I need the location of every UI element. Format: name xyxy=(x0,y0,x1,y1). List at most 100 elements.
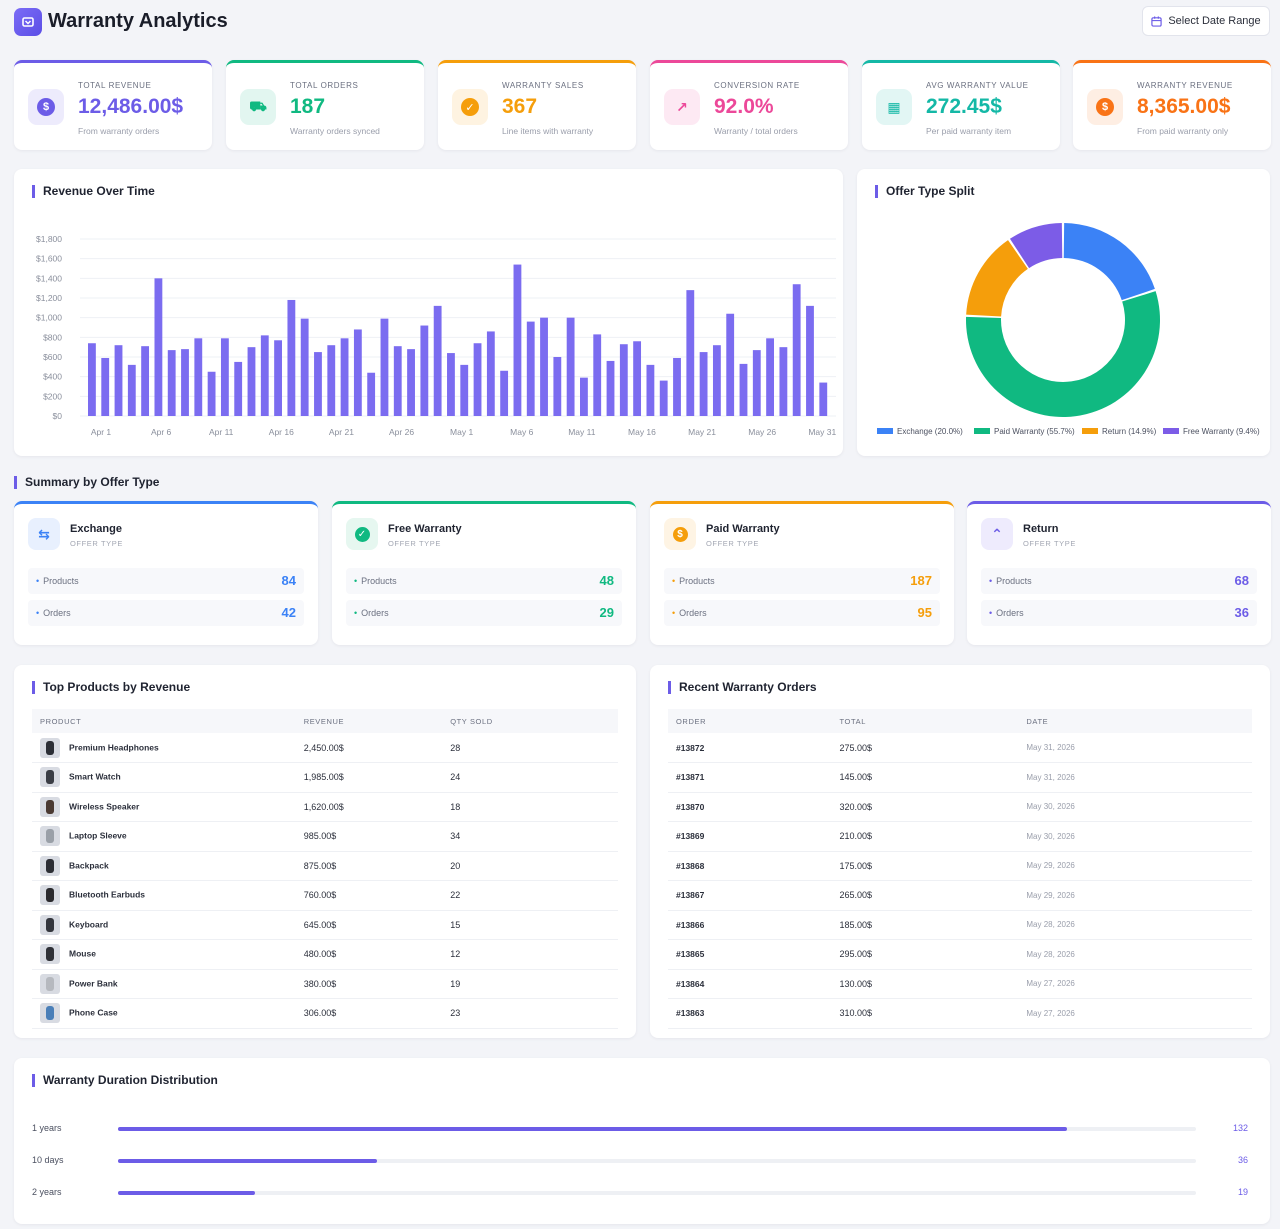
revenue-bar[interactable] xyxy=(114,345,123,416)
revenue-bar[interactable] xyxy=(181,349,189,416)
revenue-bar[interactable] xyxy=(726,313,735,416)
donut-slice[interactable] xyxy=(966,291,1160,417)
order-number[interactable]: #13864 xyxy=(668,969,832,999)
revenue-bar[interactable] xyxy=(194,338,203,416)
revenue-bar[interactable] xyxy=(686,290,695,416)
order-number[interactable]: #13869 xyxy=(668,821,832,852)
table-row[interactable]: Wireless Speaker 1,620.00$ 18 xyxy=(32,792,618,822)
table-row[interactable]: Mouse 480.00$ 12 xyxy=(32,939,618,970)
revenue-bar[interactable] xyxy=(819,382,828,416)
product-name[interactable]: Laptop Sleeve xyxy=(69,830,127,841)
table-row[interactable]: Backpack 875.00$ 20 xyxy=(32,851,618,881)
order-number[interactable]: #13863 xyxy=(668,998,832,1029)
table-row[interactable]: #13868 175.00$ May 29, 2026 xyxy=(668,851,1252,881)
table-row[interactable]: Phone Case 306.00$ 23 xyxy=(32,998,618,1029)
product-name[interactable]: Keyboard xyxy=(69,919,109,929)
order-number[interactable]: #13865 xyxy=(668,939,832,970)
table-row[interactable]: #13867 265.00$ May 29, 2026 xyxy=(668,880,1252,911)
table-row[interactable]: #13869 210.00$ May 30, 2026 xyxy=(668,821,1252,852)
revenue-bar[interactable] xyxy=(619,344,628,416)
revenue-bar[interactable] xyxy=(460,364,469,416)
revenue-bar[interactable] xyxy=(486,331,495,416)
revenue-bar[interactable] xyxy=(659,380,668,416)
revenue-bar[interactable] xyxy=(447,353,455,416)
revenue-bar[interactable] xyxy=(633,341,642,416)
table-row[interactable]: Laptop Sleeve 985.00$ 34 xyxy=(32,821,618,852)
table-row[interactable]: #13870 320.00$ May 30, 2026 xyxy=(668,792,1252,822)
revenue-bar[interactable] xyxy=(526,321,535,416)
revenue-bar[interactable] xyxy=(260,335,269,416)
table-row[interactable]: #13866 185.00$ May 28, 2026 xyxy=(668,910,1252,940)
donut-slice[interactable] xyxy=(966,240,1028,317)
table-row[interactable]: Premium Headphones 2,450.00$ 28 xyxy=(32,733,618,763)
revenue-bar[interactable] xyxy=(154,278,163,416)
order-number[interactable]: #13867 xyxy=(668,880,832,911)
revenue-bar[interactable] xyxy=(393,346,402,416)
product-name[interactable]: Bluetooth Earbuds xyxy=(69,889,146,900)
product-name[interactable]: Mouse xyxy=(69,948,96,959)
revenue-bar[interactable] xyxy=(380,318,389,416)
revenue-bar[interactable] xyxy=(167,350,176,416)
revenue-bar[interactable] xyxy=(739,363,748,416)
revenue-bar[interactable] xyxy=(593,334,602,416)
revenue-bar[interactable] xyxy=(300,318,309,416)
order-number[interactable]: #13868 xyxy=(668,851,832,881)
table-row[interactable]: Smart Watch 1,985.00$ 24 xyxy=(32,762,618,793)
revenue-bar[interactable] xyxy=(673,357,681,416)
table-row[interactable]: #13872 275.00$ May 31, 2026 xyxy=(668,733,1252,763)
table-row[interactable]: #13863 310.00$ May 27, 2026 xyxy=(668,998,1252,1029)
revenue-bar[interactable] xyxy=(220,338,229,416)
table-row[interactable]: Power Bank 380.00$ 19 xyxy=(32,969,618,999)
revenue-bar[interactable] xyxy=(513,264,522,416)
order-number[interactable]: #13870 xyxy=(668,792,832,822)
product-name[interactable]: Phone Case xyxy=(69,1007,118,1018)
table-row[interactable]: #13864 130.00$ May 27, 2026 xyxy=(668,969,1252,999)
revenue-bar[interactable] xyxy=(407,349,415,416)
revenue-bar[interactable] xyxy=(340,338,349,416)
revenue-bar[interactable] xyxy=(553,357,562,416)
order-number[interactable]: #13866 xyxy=(668,910,832,940)
product-name[interactable]: Backpack xyxy=(69,860,109,870)
revenue-bar[interactable] xyxy=(580,377,588,416)
revenue-bar[interactable] xyxy=(566,317,575,416)
revenue-bar[interactable] xyxy=(420,325,429,416)
donut-slice[interactable] xyxy=(1063,223,1155,301)
revenue-bar[interactable] xyxy=(234,361,243,416)
order-number[interactable]: #13871 xyxy=(668,762,832,793)
revenue-bar[interactable] xyxy=(327,345,336,416)
table-row[interactable]: #13871 145.00$ May 31, 2026 xyxy=(668,762,1252,793)
revenue-bar[interactable] xyxy=(207,371,216,416)
table-row[interactable]: #13865 295.00$ May 28, 2026 xyxy=(668,939,1252,970)
revenue-bar[interactable] xyxy=(367,372,376,416)
select-date-range-button[interactable]: Select Date Range xyxy=(1142,6,1270,36)
revenue-bar[interactable] xyxy=(274,340,282,416)
revenue-bar[interactable] xyxy=(646,364,655,416)
product-name[interactable]: Premium Headphones xyxy=(69,741,159,752)
revenue-bar[interactable] xyxy=(88,343,96,416)
revenue-bar[interactable] xyxy=(353,329,362,416)
revenue-bar[interactable] xyxy=(540,317,548,416)
revenue-bar[interactable] xyxy=(247,347,256,416)
table-row[interactable]: Bluetooth Earbuds 760.00$ 22 xyxy=(32,880,618,911)
revenue-bar[interactable] xyxy=(141,346,150,416)
order-number[interactable]: #13872 xyxy=(668,733,832,763)
revenue-bar[interactable] xyxy=(712,345,721,416)
revenue-bar[interactable] xyxy=(806,305,814,416)
product-name[interactable]: Wireless Speaker xyxy=(69,801,140,811)
product-name[interactable]: Power Bank xyxy=(69,978,118,988)
revenue-bar[interactable] xyxy=(473,343,482,416)
revenue-bar[interactable] xyxy=(752,350,761,416)
revenue-bar[interactable] xyxy=(314,352,322,416)
donut-slice[interactable] xyxy=(1009,223,1063,269)
revenue-bar[interactable] xyxy=(101,357,110,416)
revenue-bar[interactable] xyxy=(287,299,296,416)
revenue-bar[interactable] xyxy=(500,370,509,416)
revenue-bar[interactable] xyxy=(433,305,442,416)
revenue-bar[interactable] xyxy=(606,360,615,416)
revenue-bar[interactable] xyxy=(127,364,136,416)
product-name[interactable]: Smart Watch xyxy=(69,771,121,782)
table-row[interactable]: Keyboard 645.00$ 15 xyxy=(32,910,618,940)
revenue-bar[interactable] xyxy=(699,352,708,416)
revenue-bar[interactable] xyxy=(792,284,801,416)
revenue-bar[interactable] xyxy=(779,347,788,416)
